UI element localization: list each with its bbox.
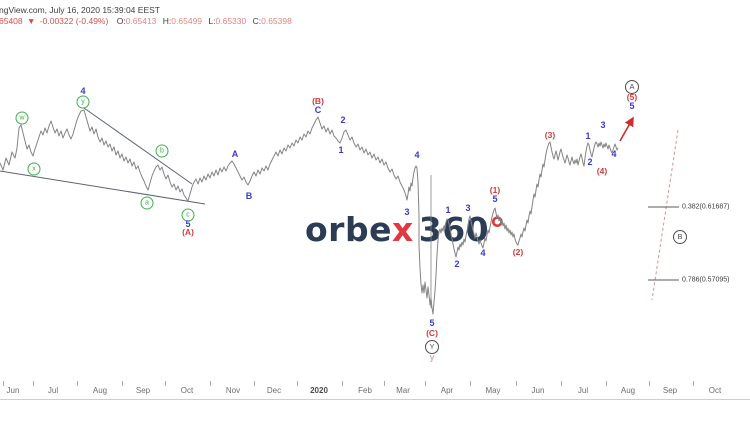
up-arrow-icon xyxy=(619,116,634,142)
high-value: 0.65499 xyxy=(171,16,203,26)
low-label: L: xyxy=(208,16,216,26)
dashed-channel-line xyxy=(651,129,679,301)
quote-line: 65408 ▼ -0.00322 (-0.49%) O:0.65413 H:0.… xyxy=(0,16,292,26)
watermark-x: x xyxy=(391,210,414,249)
last-price: 65408 xyxy=(0,16,23,26)
high-label: H: xyxy=(162,16,172,26)
open-value: 0.65413 xyxy=(125,16,157,26)
watermark-360: 360 xyxy=(418,210,490,249)
close-value: 0.65398 xyxy=(261,16,292,26)
down-arrow-icon: ▼ xyxy=(27,16,36,26)
trendline-2 xyxy=(0,170,206,205)
trendline-1 xyxy=(83,107,193,185)
close-label: C: xyxy=(252,16,262,26)
watermark-degree: ° xyxy=(489,210,507,249)
open-label: O: xyxy=(116,16,126,26)
orbex-watermark: orbex 360° xyxy=(305,210,506,249)
price-line xyxy=(0,109,619,315)
source-timestamp: ngView.com, July 16, 2020 15:39:04 EEST xyxy=(0,5,160,15)
watermark-orbe: orbe xyxy=(305,210,392,249)
low-value: 0.65330 xyxy=(215,16,247,26)
price-change: -0.00322 (-0.49%) xyxy=(39,16,109,26)
